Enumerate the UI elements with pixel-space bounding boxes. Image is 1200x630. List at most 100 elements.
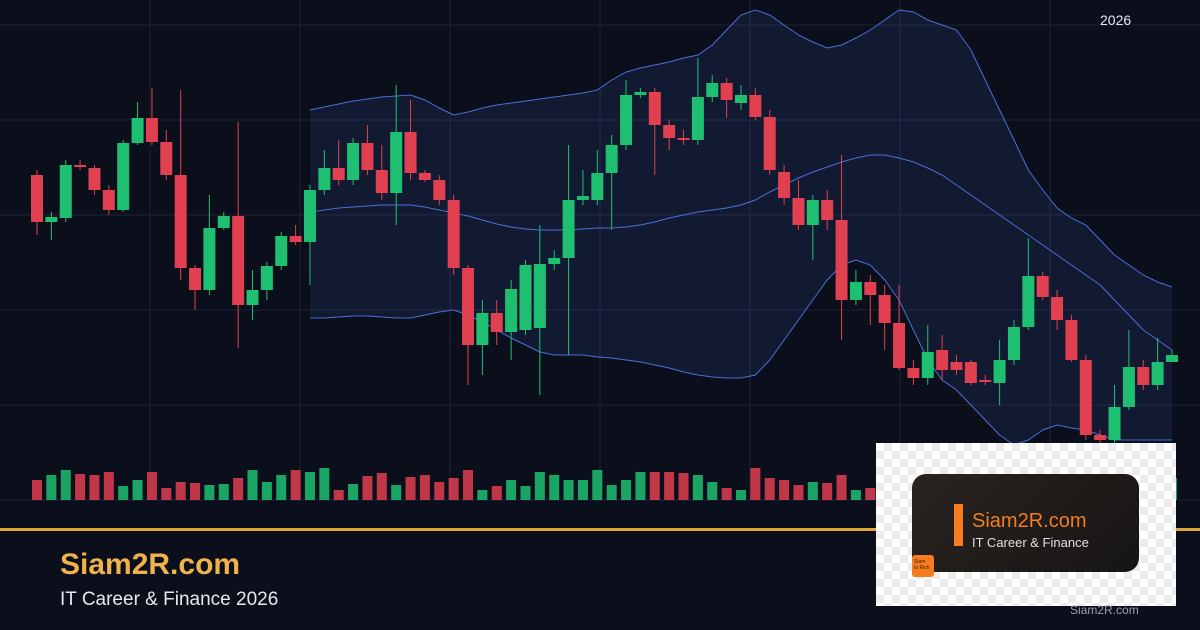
candle-body — [950, 362, 963, 370]
volume-bar — [649, 472, 660, 500]
candle-body — [1022, 276, 1035, 327]
candle-body — [1051, 297, 1064, 320]
candle-body — [921, 352, 934, 378]
volume-bar — [721, 488, 732, 500]
candle-body — [203, 228, 216, 290]
candle-body — [591, 173, 604, 200]
candle-body — [404, 132, 417, 173]
volume-bar — [233, 478, 244, 500]
candle-body — [792, 198, 805, 225]
candle-body — [390, 132, 403, 193]
volume-bar — [664, 472, 675, 500]
volume-bar — [750, 468, 761, 500]
candle-body — [533, 264, 546, 328]
volume-bar — [735, 490, 746, 500]
logo-subtitle: IT Career & Finance — [972, 535, 1089, 550]
candle-body — [849, 282, 862, 300]
volume-bar — [779, 480, 790, 500]
volume-bar — [822, 483, 833, 500]
candle-body — [102, 190, 115, 210]
volume-bar — [60, 470, 71, 500]
candle-body — [1151, 362, 1164, 385]
volume-bar — [491, 486, 502, 500]
band-line — [309, 9, 1173, 288]
volume-bar — [434, 482, 445, 500]
logo-panel: Siam2R.com IT Career & Finance Siam to R… — [876, 443, 1176, 606]
volume-bar — [118, 486, 129, 500]
candle-body — [59, 165, 72, 218]
band-fill — [309, 10, 1172, 445]
logo-icon-text: to Rich — [914, 565, 930, 571]
candle-body — [462, 268, 475, 345]
candle-body — [361, 143, 374, 170]
volume-bar — [850, 490, 861, 500]
candle-body — [88, 168, 101, 190]
volume-bar — [75, 474, 86, 500]
candle-body — [117, 143, 130, 210]
candle-body — [275, 236, 288, 266]
volume-bar — [678, 473, 689, 500]
candle-body — [778, 172, 791, 198]
candle-body — [706, 83, 719, 97]
candle-body — [217, 216, 230, 228]
divider — [0, 528, 1200, 531]
plot-area — [31, 9, 1178, 500]
candle-body — [476, 313, 489, 345]
volume-bar — [32, 480, 42, 500]
candle-body — [893, 323, 906, 368]
candle-body — [993, 360, 1006, 383]
volume-bar — [807, 482, 818, 500]
candle-body — [31, 175, 43, 222]
candle-body — [1065, 320, 1078, 360]
site-title: Siam2R.com — [60, 548, 241, 581]
candle-body — [289, 236, 302, 242]
candle-body — [189, 268, 202, 290]
candle-body — [749, 95, 762, 117]
candle-body — [347, 143, 360, 180]
candle-body — [663, 125, 676, 138]
candle-body — [979, 380, 992, 382]
volume-bar — [391, 485, 402, 500]
candle-body — [433, 180, 446, 200]
candle-body — [260, 266, 273, 290]
candle-body — [964, 362, 977, 383]
volume-bar — [89, 475, 100, 500]
candle-body — [720, 83, 733, 100]
logo-title: Siam2R.com — [972, 510, 1087, 532]
volume-bar — [376, 473, 387, 500]
volume-bar — [103, 472, 114, 500]
logo-card: Siam2R.com IT Career & Finance — [912, 474, 1139, 572]
logo-bar — [954, 504, 963, 546]
candle-body — [1007, 327, 1020, 360]
watermark: Siam2R.com — [1070, 603, 1139, 617]
volume-bar — [793, 485, 804, 500]
candle-body — [519, 265, 532, 330]
candle-body — [562, 200, 575, 258]
candle-body — [763, 117, 776, 170]
candle-body — [878, 295, 891, 323]
candle-body — [74, 165, 87, 167]
volume-bar — [175, 482, 186, 500]
volume-bar — [577, 480, 588, 500]
volume-bar — [419, 475, 430, 500]
candle-body — [806, 200, 819, 225]
candle-body — [648, 92, 661, 125]
volume-bar — [261, 482, 272, 500]
volume-bar — [707, 482, 718, 500]
volume-bar — [692, 475, 703, 500]
volume-bar — [204, 485, 215, 500]
logo-icon: Siam to Rich — [912, 555, 934, 577]
volume-bar — [592, 470, 603, 500]
candle-body — [605, 145, 618, 173]
candle-body — [246, 290, 259, 305]
candle-body — [634, 92, 647, 95]
volume-bar — [606, 485, 617, 500]
candle-body — [1079, 360, 1092, 435]
volume-bar — [362, 476, 373, 500]
candle-body — [131, 118, 144, 143]
volume-bar — [319, 468, 330, 500]
volume-bar — [549, 475, 560, 500]
volume-bar — [218, 484, 229, 500]
